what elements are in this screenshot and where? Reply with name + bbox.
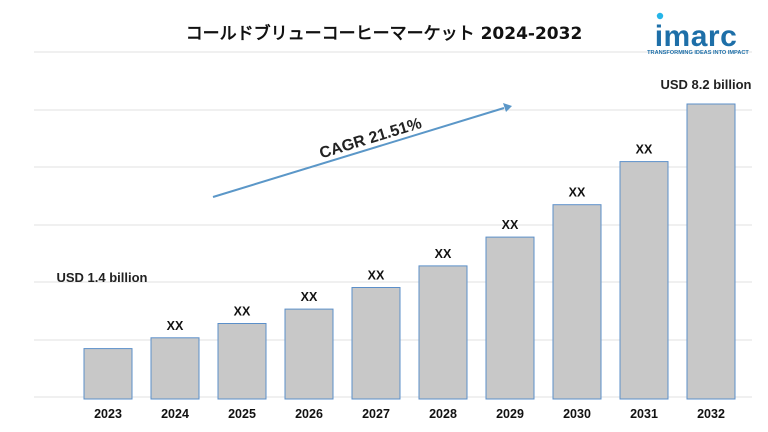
bar-2025: [217, 323, 267, 400]
data-label-2026: XX: [301, 290, 318, 304]
callout-start-value: USD 1.4 billion: [56, 270, 147, 285]
data-label-2024: XX: [167, 319, 184, 333]
x-tick-2025: 2025: [228, 407, 256, 421]
x-tick-2024: 2024: [161, 407, 189, 421]
data-label-2028: XX: [435, 247, 452, 261]
x-tick-2027: 2027: [362, 407, 390, 421]
bar-2032: [686, 103, 736, 400]
chart-title: コールドブリューコーヒーマーケット 2024-2032: [186, 23, 583, 44]
x-tick-2029: 2029: [496, 407, 524, 421]
bar-2023: [83, 348, 133, 400]
logo-dot: [656, 12, 664, 20]
x-tick-2028: 2028: [429, 407, 457, 421]
x-tick-2023: 2023: [94, 407, 122, 421]
bar-2028: [418, 265, 468, 400]
bar-2024: [150, 337, 200, 400]
x-tick-2030: 2030: [563, 407, 591, 421]
bar-2030: [552, 204, 602, 400]
logo-tagline: TRANSFORMING IDEAS INTO IMPACT: [647, 50, 749, 56]
x-tick-2032: 2032: [697, 407, 725, 421]
bar-2027: [351, 287, 401, 400]
cagr-label: CAGR 21.51%: [318, 115, 424, 162]
data-labels: XX XX XX XX XX XX XX XX: [167, 143, 653, 333]
x-axis-ticks: 2023 2024 2025 2026 2027 2028 2029 2030 2031 2032: [94, 407, 725, 421]
data-label-2025: XX: [234, 305, 251, 319]
callout-end-value: USD 8.2 billion: [660, 77, 751, 92]
logo-wordmark: imarc: [655, 20, 738, 53]
bars: [83, 103, 736, 400]
bar-2026: [284, 308, 334, 400]
data-label-2031: XX: [636, 143, 653, 157]
x-tick-2026: 2026: [295, 407, 323, 421]
data-label-2027: XX: [368, 269, 385, 283]
x-tick-2031: 2031: [630, 407, 658, 421]
cagr-arrow-head: [503, 103, 512, 112]
bar-2029: [485, 236, 535, 400]
data-label-2029: XX: [502, 218, 519, 232]
imarc-logo: imarc TRANSFORMING IDEAS INTO IMPACT: [647, 12, 749, 56]
data-label-2030: XX: [569, 186, 586, 200]
bar-2031: [619, 161, 669, 400]
cagr-arrow: CAGR 21.51%: [212, 103, 512, 198]
cagr-arrow-line: [212, 107, 505, 198]
